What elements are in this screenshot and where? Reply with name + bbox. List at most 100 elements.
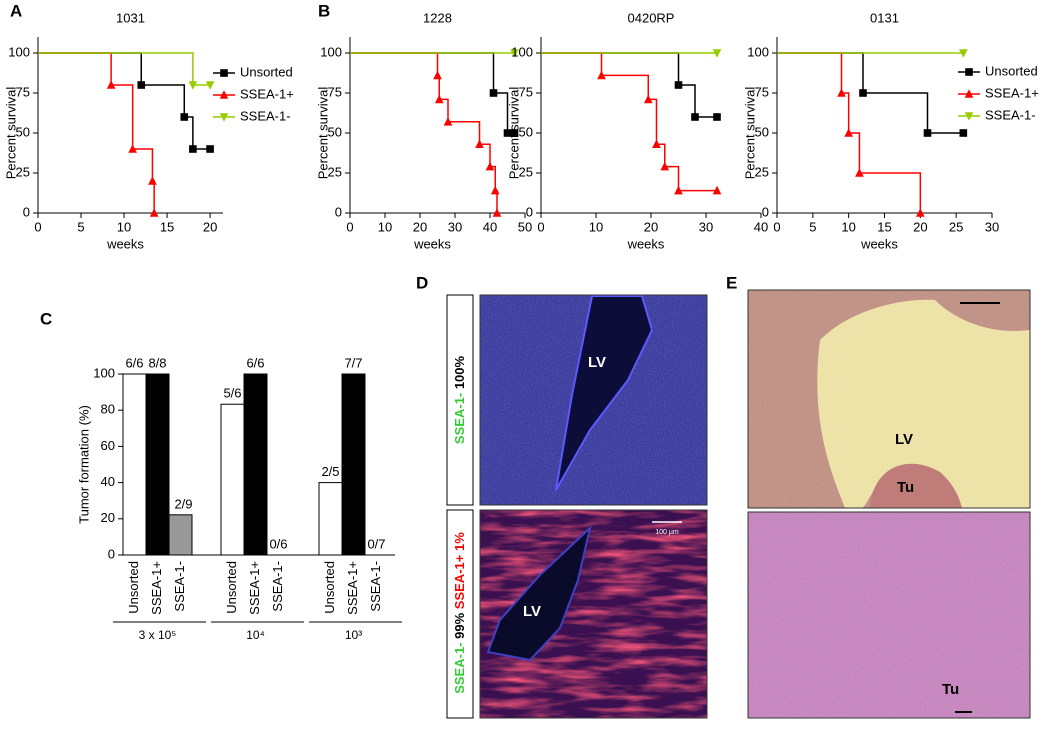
side-box [446,294,474,506]
legend-marker [964,89,974,98]
marker [434,94,444,104]
marker [713,113,721,121]
x-tick-label: 0 [537,219,544,234]
bar [168,514,193,556]
survival-line [350,52,498,213]
side-label: SSEA-1- 100% [452,355,467,444]
y-tick-label: 25 [519,164,533,179]
x-tick-label: 50 [518,219,532,234]
x-tick-label: 5 [77,219,84,234]
side-label: SSEA-1- 99% SSEA-1+ 1% [452,532,467,694]
legend-label: Unsorted [985,63,1038,78]
y-tick-label: 100 [8,44,30,59]
micrograph [480,510,707,718]
marker [443,117,453,126]
y-tick-label: 100 [511,44,533,59]
y-axis-label: Percent survival [315,87,330,180]
y-tick-label: 25 [328,164,342,179]
legend-label: SSEA-1- [985,107,1036,122]
micrograph-texture [748,512,1030,718]
y-axis-label: Tumor formation (%) [76,405,91,524]
y-axis-label: Percent survival [3,87,18,180]
marker [149,208,159,217]
legend-marker [220,69,228,77]
y-tick-label: 0 [526,204,533,219]
x-tick-label: 20 [413,219,427,234]
marker [510,129,519,137]
y-tick-label: 100 [320,44,342,59]
marker [959,129,968,137]
bar [122,373,147,556]
x-axis-label: weeks [413,236,451,251]
panel-label: A [10,1,22,20]
y-tick-label: 75 [16,84,30,99]
y-tick-label: 25 [16,164,30,179]
y-tick-label: 50 [755,124,769,139]
marker [485,161,495,171]
x-tick-label: 0 [34,219,41,234]
marker [674,185,683,195]
x-tick-label: 30 [985,219,999,234]
marker [137,81,146,89]
group-label: 10⁴ [246,628,265,642]
panel-label: C [40,309,52,328]
value-label: 5/6 [223,386,241,401]
value-label: 2/9 [174,496,192,511]
side-label-part: SSEA-1- [452,642,467,693]
micrograph [748,290,1030,508]
survival-line [541,52,717,118]
marker [188,81,198,90]
chart-title: 1228 [423,10,452,25]
side-label-part: 99% [452,612,467,638]
legend-marker [219,90,229,99]
side-label-part: 100% [452,355,467,389]
side-box [446,509,474,719]
category-label: Unsorted [322,561,337,614]
image-label: LV [523,603,541,620]
image-label: Tu [897,479,914,496]
y-tick-label: 40 [101,474,115,489]
marker [106,80,116,89]
value-label: 8/8 [148,355,166,370]
marker [916,208,925,217]
y-tick-label: 50 [519,124,533,139]
marker [128,144,137,153]
x-tick-label: 0 [346,219,353,234]
y-tick-label: 50 [328,124,342,139]
marker [503,129,512,137]
y-tick-label: 60 [101,438,115,453]
x-tick-label: 15 [877,219,891,234]
marker [433,70,442,80]
chart-title: 1031 [116,10,145,25]
x-tick-label: 20 [913,219,927,234]
category-label: SSEA-1- [368,561,383,612]
scale-label: 100 µm [655,529,679,536]
survival-line [38,52,211,150]
x-tick-label: 5 [809,219,816,234]
x-axis-label: weeks [627,236,665,251]
marker [189,145,197,153]
marker [492,208,502,217]
category-label: SSEA-1- [172,561,187,612]
panel-label: D [416,273,428,292]
value-label: 7/7 [344,355,362,370]
marker [206,145,214,153]
y-tick-label: 75 [519,84,533,99]
x-tick-label: 10 [589,219,603,234]
x-tick-label: 30 [448,219,462,234]
survival-line [38,52,155,213]
x-tick-label: 10 [117,219,131,234]
panel-label: E [726,273,737,292]
side-label-part: SSEA-1- [452,393,467,444]
y-tick-label: 0 [335,204,342,219]
y-tick-label: 20 [101,510,115,525]
y-tick-label: 25 [755,164,769,179]
chart-title: 0131 [870,10,899,25]
image-frame [479,294,708,506]
x-tick-label: 40 [754,219,768,234]
x-tick-label: 10 [378,219,392,234]
survival-line [777,52,964,134]
category-label: Unsorted [224,561,239,614]
y-tick-label: 100 [93,365,115,380]
bar [341,373,366,556]
